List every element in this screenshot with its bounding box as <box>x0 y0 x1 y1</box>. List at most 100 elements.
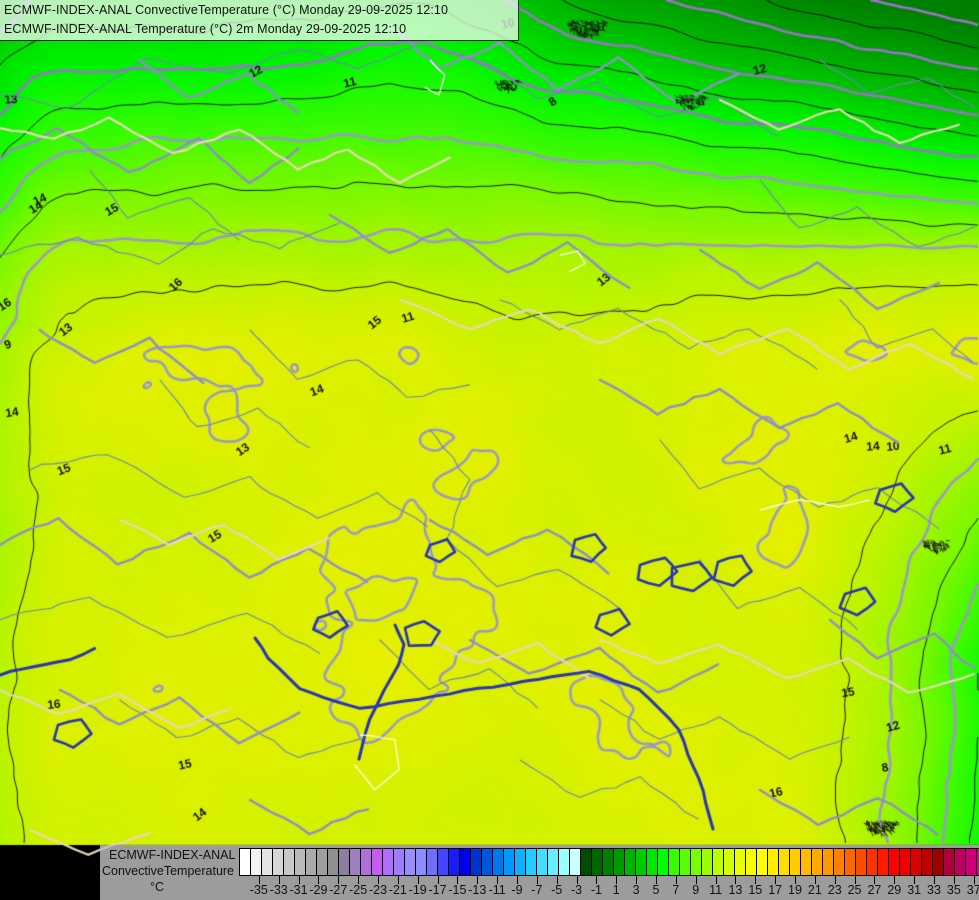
colorbar-tick-label: 23 <box>827 883 842 897</box>
colorbar-tick <box>457 875 459 884</box>
colorbar-swatch <box>768 849 779 875</box>
colorbar-swatch <box>416 849 427 875</box>
colorbar-swatch <box>383 849 394 875</box>
colorbar-swatch <box>680 849 691 875</box>
colorbar-tick <box>378 875 379 884</box>
colorbar-swatch <box>537 849 548 875</box>
colorbar-tick <box>298 875 300 884</box>
colorbar-tick <box>775 875 777 884</box>
legend-title-block: ECMWF-INDEX-ANAL ConvectiveTemperature °… <box>100 845 236 900</box>
colorbar-swatch <box>845 849 856 875</box>
colorbar-tick <box>437 875 439 884</box>
colorbar-swatch <box>427 849 438 875</box>
colorbar-tick-label: -1 <box>590 883 602 897</box>
colorbar-swatch <box>339 849 350 875</box>
colorbar-tick-label: -21 <box>388 883 407 897</box>
colorbar-tick-label: 21 <box>807 883 822 897</box>
colorbar-swatch <box>669 849 680 875</box>
colorbar-tick-label: 1 <box>612 883 620 897</box>
colorbar-tick <box>814 875 816 884</box>
colorbar-swatch <box>405 849 416 875</box>
colorbar-tick <box>973 875 975 884</box>
colorbar-swatch <box>878 849 889 875</box>
colorbar-tick <box>695 875 697 884</box>
colorbar-swatch <box>394 849 405 875</box>
colorbar-swatch <box>658 849 669 875</box>
colorbar-tick <box>934 875 935 884</box>
colorbar-tick <box>258 875 260 884</box>
colorbar-swatch <box>867 849 878 875</box>
colorbar-tick <box>755 875 757 884</box>
legend-field-name: ConvectiveTemperature <box>102 864 235 878</box>
colorbar-swatch <box>691 849 702 875</box>
colorbar-swatch <box>900 849 911 875</box>
colorbar-tick <box>397 875 399 884</box>
colorbar-swatch <box>515 849 526 875</box>
colorbar-tick-label: 9 <box>692 883 700 897</box>
colorbar-tick-label: 19 <box>788 883 802 897</box>
colorbar-swatch <box>735 849 746 875</box>
colorbar-swatch <box>823 849 834 875</box>
colorbar-tick-label: -13 <box>468 883 487 897</box>
colorbar-swatch <box>482 849 493 875</box>
colorbar-tick-label: -29 <box>309 883 328 897</box>
colorbar-swatch <box>636 849 647 875</box>
colorbar-swatch <box>801 849 812 875</box>
colorbar-swatch <box>438 849 449 875</box>
colorbar-tick-label: 37 <box>966 883 979 897</box>
colorbar-tick-label: -27 <box>329 883 348 897</box>
colorbar-tick-label: 29 <box>887 883 902 897</box>
colorbar-swatch <box>647 849 658 875</box>
colorbar-swatch <box>570 849 581 875</box>
colorbar-tick-label: -17 <box>428 883 447 897</box>
colorbar-swatch <box>933 849 944 875</box>
colorbar-swatch <box>757 849 768 875</box>
colorbar-tick-label: -19 <box>408 883 427 897</box>
colorbar-swatch <box>581 849 592 875</box>
colorbar-swatch <box>317 849 328 875</box>
colorbar-tick <box>894 875 896 884</box>
colorbar-swatch <box>911 849 922 875</box>
colorbar-tick <box>616 875 618 884</box>
colorbar-swatch <box>746 849 757 875</box>
colorbar-swatch <box>856 849 867 875</box>
colorbar-tick-label: 5 <box>652 883 660 897</box>
colorbar-tick <box>596 875 598 884</box>
colorbar-tick-label: 35 <box>946 883 961 897</box>
colorbar-tick <box>656 875 657 884</box>
colorbar-tick <box>497 875 499 884</box>
colorbar-legend: ECMWF-INDEX-ANAL ConvectiveTemperature °… <box>100 845 979 900</box>
map-title-line-1: ECMWF-INDEX-ANAL ConvectiveTemperature (… <box>4 3 449 17</box>
colorbar-tick <box>735 875 737 884</box>
colorbar-swatch <box>284 849 295 875</box>
colorbar-swatch <box>504 849 515 875</box>
colorbar-tick <box>854 875 856 884</box>
map-title-box: ECMWF-INDEX-ANAL ConvectiveTemperature (… <box>0 0 519 41</box>
colorbar-swatch <box>625 849 636 875</box>
colorbar-tick-label: -9 <box>511 883 523 897</box>
colorbar-swatch <box>812 849 823 875</box>
colorbar-swatch <box>493 849 504 875</box>
colorbar-swatch <box>834 849 845 875</box>
legend-units: °C <box>149 880 165 894</box>
colorbar-tick-label: 7 <box>672 883 680 897</box>
colorbar-tick <box>675 875 677 884</box>
colorbar-swatch <box>328 849 339 875</box>
colorbar-swatch <box>251 849 262 875</box>
colorbar-swatch <box>262 849 273 875</box>
colorbar-tick <box>278 875 280 884</box>
colorbar-tick-label: -15 <box>448 883 467 897</box>
colorbar-tick-label: 31 <box>907 883 922 897</box>
colorbar-tick <box>318 875 320 884</box>
colorbar-tick-label: -23 <box>368 883 388 897</box>
colorbar-tick-label: -7 <box>531 883 543 897</box>
colorbar-tick-label: 11 <box>709 883 723 897</box>
colorbar-swatch <box>460 849 471 875</box>
colorbar-swatch <box>350 849 361 875</box>
colorbar-tick-label: -35 <box>249 883 268 897</box>
colorbar-swatch <box>977 849 979 875</box>
colorbar-swatches[interactable] <box>239 848 979 876</box>
colorbar-swatch <box>449 849 460 875</box>
colorbar-tick <box>576 875 578 884</box>
